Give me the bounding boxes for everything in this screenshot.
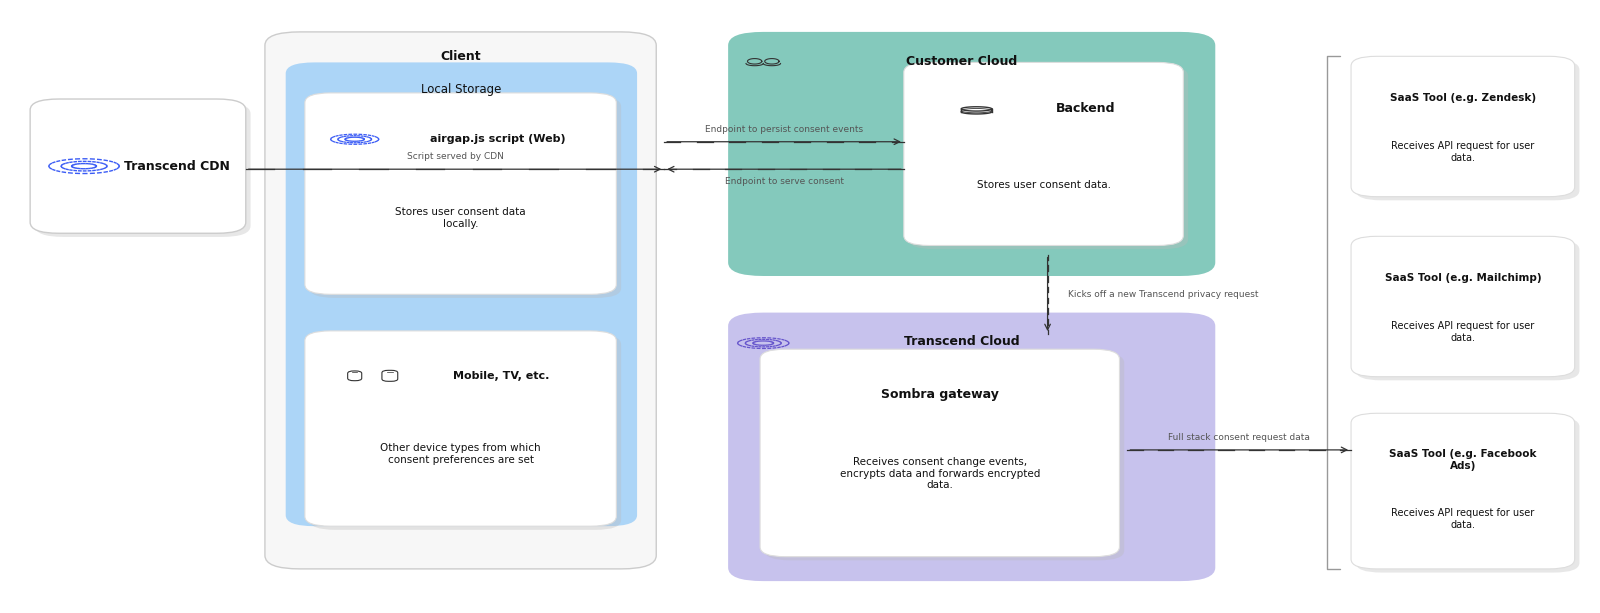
Text: Sombra gateway: Sombra gateway: [882, 389, 998, 402]
Text: Full stack consent request data: Full stack consent request data: [1168, 433, 1310, 442]
FancyBboxPatch shape: [310, 335, 621, 530]
FancyBboxPatch shape: [1355, 417, 1579, 573]
Text: SaaS Tool (e.g. Mailchimp): SaaS Tool (e.g. Mailchimp): [1384, 273, 1541, 283]
FancyBboxPatch shape: [760, 349, 1120, 557]
FancyBboxPatch shape: [1350, 413, 1574, 569]
FancyBboxPatch shape: [286, 63, 637, 526]
Text: Transcend Cloud: Transcend Cloud: [904, 335, 1019, 348]
FancyBboxPatch shape: [728, 313, 1216, 581]
Text: Customer Cloud: Customer Cloud: [906, 55, 1018, 67]
FancyBboxPatch shape: [728, 32, 1216, 276]
FancyBboxPatch shape: [1350, 237, 1574, 376]
FancyBboxPatch shape: [1355, 240, 1579, 380]
Text: Client: Client: [440, 50, 482, 63]
Text: Stores user consent data.: Stores user consent data.: [976, 180, 1110, 190]
FancyBboxPatch shape: [909, 66, 1189, 249]
FancyBboxPatch shape: [765, 353, 1125, 560]
Text: Transcend CDN: Transcend CDN: [123, 159, 230, 173]
Text: Mobile, TV, etc.: Mobile, TV, etc.: [453, 371, 549, 381]
FancyBboxPatch shape: [904, 63, 1184, 245]
Text: Other device types from which
consent preferences are set: Other device types from which consent pr…: [381, 443, 541, 465]
Text: Receives API request for user
data.: Receives API request for user data.: [1392, 141, 1534, 162]
Text: Local Storage: Local Storage: [421, 83, 501, 96]
Text: airgap.js script (Web): airgap.js script (Web): [430, 134, 566, 144]
Text: SaaS Tool (e.g. Zendesk): SaaS Tool (e.g. Zendesk): [1390, 93, 1536, 104]
Text: Endpoint to persist consent events: Endpoint to persist consent events: [706, 125, 862, 134]
FancyBboxPatch shape: [1355, 60, 1579, 200]
Text: Receives consent change events,
encrypts data and forwards encrypted
data.: Receives consent change events, encrypts…: [840, 457, 1040, 490]
Text: Backend: Backend: [1056, 102, 1115, 115]
Text: Receives API request for user
data.: Receives API request for user data.: [1392, 321, 1534, 343]
Text: Receives API request for user
data.: Receives API request for user data.: [1392, 508, 1534, 530]
FancyBboxPatch shape: [35, 103, 251, 237]
Text: Kicks off a new Transcend privacy request: Kicks off a new Transcend privacy reques…: [1069, 290, 1259, 299]
Text: Endpoint to serve consent: Endpoint to serve consent: [725, 177, 843, 186]
FancyBboxPatch shape: [306, 331, 616, 526]
Text: Script served by CDN: Script served by CDN: [406, 153, 504, 161]
FancyBboxPatch shape: [30, 99, 246, 234]
Text: SaaS Tool (e.g. Facebook
Ads): SaaS Tool (e.g. Facebook Ads): [1389, 449, 1536, 471]
FancyBboxPatch shape: [310, 97, 621, 298]
FancyBboxPatch shape: [266, 32, 656, 569]
FancyBboxPatch shape: [1350, 56, 1574, 197]
FancyBboxPatch shape: [306, 93, 616, 294]
Text: Stores user consent data
locally.: Stores user consent data locally.: [395, 207, 526, 229]
